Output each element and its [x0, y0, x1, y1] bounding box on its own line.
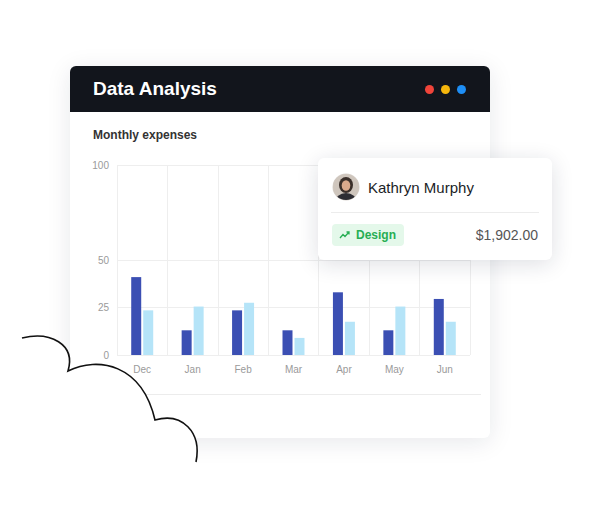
svg-text:50: 50 [98, 255, 110, 266]
svg-text:Jan: Jan [185, 364, 201, 375]
svg-text:Dec: Dec [133, 364, 151, 375]
svg-text:100: 100 [92, 160, 109, 171]
svg-text:Feb: Feb [234, 364, 252, 375]
svg-text:Mar: Mar [285, 364, 303, 375]
html-text:Monthly expenses: Monthly expenses [93, 128, 197, 142]
html-text:Kathryn Murphy: Kathryn Murphy [368, 179, 474, 196]
svg-text:0: 0 [103, 350, 109, 361]
html-text:Design: Design [356, 228, 396, 242]
svg-text:Jun: Jun [437, 364, 453, 375]
svg-text:May: May [385, 364, 404, 375]
html-text:Data Analysis: Data Analysis [93, 78, 217, 99]
html-text:$1,902.00: $1,902.00 [475, 227, 538, 243]
svg-text:25: 25 [98, 302, 110, 313]
svg-text:Apr: Apr [336, 364, 352, 375]
